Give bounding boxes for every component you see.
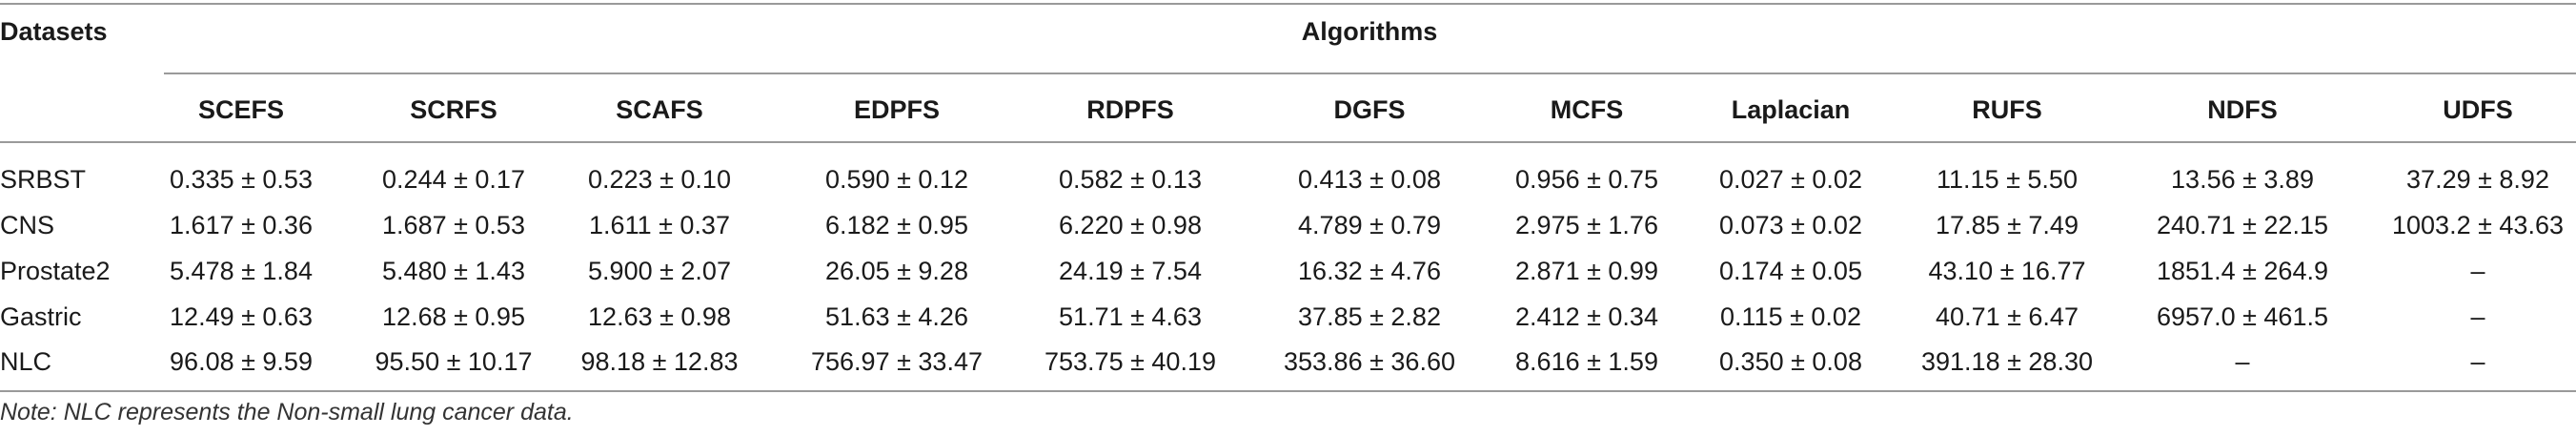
table-cell: 37.29 ± 8.92 [2406,165,2549,194]
table-cell: 51.71 ± 4.63 [1059,302,1202,331]
dataset-name: Prostate2 [0,257,111,285]
table-cell: 1.617 ± 0.36 [170,211,313,239]
table-bottom-rule [0,390,2576,392]
dataset-name: Gastric [0,302,82,331]
column-header: NDFS [2207,95,2278,124]
column-header: MCFS [1550,95,1624,124]
table-cell: 1851.4 ± 264.9 [2157,257,2328,285]
table-cell: 37.85 ± 2.82 [1298,302,1441,331]
column-header: EDPFS [853,95,941,124]
header-bottom-rule [0,141,2576,143]
datasets-header: Datasets [0,17,108,46]
column-header: Laplacian [1731,95,1851,124]
table-cell: 1003.2 ± 43.63 [2392,211,2564,239]
table-cell: 0.413 ± 0.08 [1298,165,1441,194]
table-cell: 96.08 ± 9.59 [170,347,313,376]
table-cell: 12.63 ± 0.98 [588,302,731,331]
table-cell: 0.027 ± 0.02 [1719,165,1862,194]
table-cell: 0.350 ± 0.08 [1719,347,1862,376]
column-header: SCAFS [616,95,703,124]
table-cell: 4.789 ± 0.79 [1298,211,1441,239]
column-header: DGFS [1333,95,1406,124]
table-cell: 40.71 ± 6.47 [1936,302,2079,331]
table-cell: – [2470,257,2485,285]
table-cell: 12.68 ± 0.95 [382,302,525,331]
table-cell: 391.18 ± 28.30 [1921,347,2093,376]
table-cell: 6957.0 ± 461.5 [2157,302,2328,331]
table-cell: – [2470,347,2485,376]
table-cell: 6.220 ± 0.98 [1059,211,1202,239]
table-cell: 17.85 ± 7.49 [1936,211,2079,239]
table-cell: 0.073 ± 0.02 [1719,211,1862,239]
table-cell: 12.49 ± 0.63 [170,302,313,331]
table-cell: 5.480 ± 1.43 [382,257,525,285]
table-cell: 2.871 ± 0.99 [1515,257,1658,285]
column-header: RDPFS [1086,95,1174,124]
table-cell: 2.975 ± 1.76 [1515,211,1658,239]
table-cell: 8.616 ± 1.59 [1515,347,1658,376]
table-cell: 0.590 ± 0.12 [825,165,968,194]
dataset-name: CNS [0,211,55,239]
table-cell: 0.956 ± 0.75 [1515,165,1658,194]
table-cell: 16.32 ± 4.76 [1298,257,1441,285]
table-cell: 0.115 ± 0.02 [1720,302,1861,331]
table-cell: 753.75 ± 40.19 [1045,347,1216,376]
table-cell: – [2470,302,2485,331]
table-cell: 5.478 ± 1.84 [170,257,313,285]
table-cell: 43.10 ± 16.77 [1928,257,2086,285]
table-cell: 13.56 ± 3.89 [2171,165,2314,194]
algorithms-header: Algorithms [1301,17,1438,46]
table-cell: 6.182 ± 0.95 [825,211,968,239]
column-header: RUFS [1972,95,2042,124]
algorithms-rule [164,73,2576,74]
table-cell: 98.18 ± 12.83 [580,347,739,376]
table-cell: 1.687 ± 0.53 [382,211,525,239]
table-cell: 5.900 ± 2.07 [588,257,731,285]
table-cell: 240.71 ± 22.15 [2157,211,2328,239]
column-header: SCRFS [410,95,497,124]
table-cell: 0.244 ± 0.17 [382,165,525,194]
dataset-name: NLC [0,347,52,376]
dataset-name: SRBST [0,165,87,194]
table-cell: 26.05 ± 9.28 [825,257,968,285]
table-cell: 1.611 ± 0.37 [589,211,730,239]
column-header: UDFS [2443,95,2513,124]
table-note: Note: NLC represents the Non-small lung … [0,399,574,426]
table-cell: 756.97 ± 33.47 [811,347,983,376]
table-cell: 0.223 ± 0.10 [588,165,731,194]
table-cell: 0.174 ± 0.05 [1719,257,1862,285]
table-top-rule [0,3,2576,5]
table-cell: – [2235,347,2250,376]
table-cell: 95.50 ± 10.17 [375,347,533,376]
table-cell: 2.412 ± 0.34 [1515,302,1658,331]
table-cell: 24.19 ± 7.54 [1059,257,1202,285]
table-cell: 11.15 ± 5.50 [1937,165,2078,194]
column-header: SCEFS [197,95,285,124]
table-cell: 51.63 ± 4.26 [825,302,968,331]
table-cell: 353.86 ± 36.60 [1284,347,1455,376]
table-cell: 0.335 ± 0.53 [170,165,313,194]
table-cell: 0.582 ± 0.13 [1059,165,1202,194]
